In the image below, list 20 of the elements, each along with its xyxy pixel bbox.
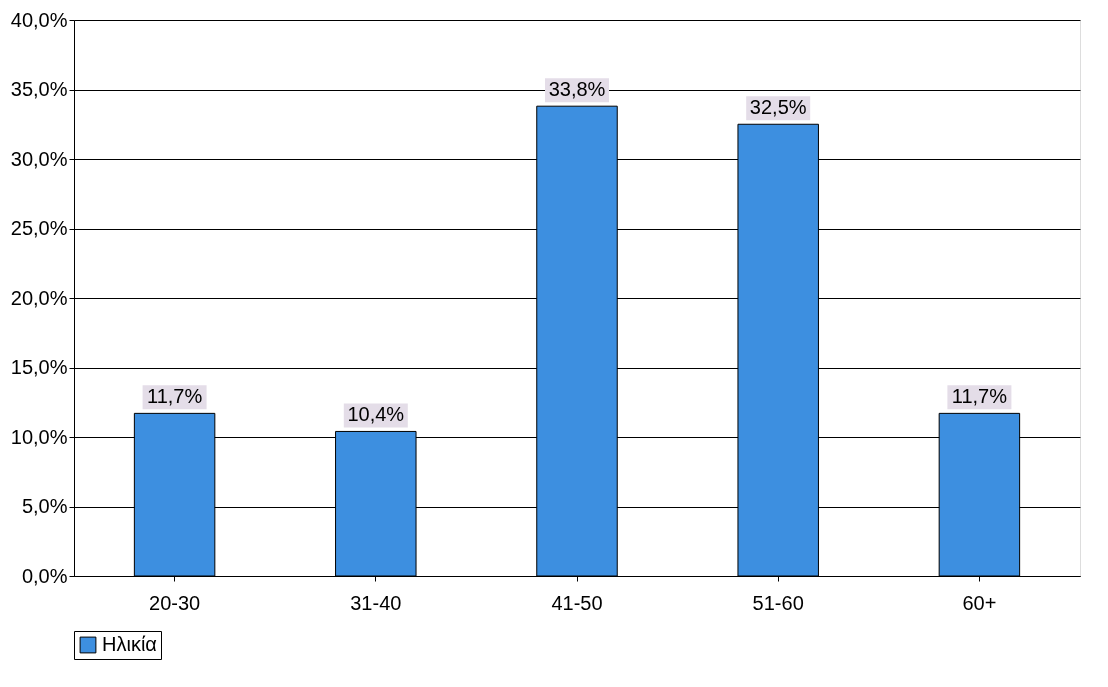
y-tick-label: 15,0%	[10, 356, 68, 378]
y-tick-label: 25,0%	[10, 217, 68, 239]
y-tick-label: 30,0%	[10, 147, 68, 170]
x-tick-label: 51-60	[752, 591, 804, 614]
y-tick-label: 40,0%	[10, 8, 68, 31]
data-label: 33,8%	[548, 78, 606, 101]
y-tick-label: 10,0%	[10, 425, 68, 448]
data-label: 11,7%	[146, 385, 203, 408]
x-tick-label: 60+	[962, 591, 997, 614]
legend-label: Ηλικία	[102, 633, 157, 655]
data-label: 11,7%	[951, 385, 1008, 408]
x-tick-label: 20-30	[149, 591, 201, 614]
data-label: 10,4%	[347, 403, 405, 426]
y-tick-label: 20,0%	[10, 286, 68, 309]
y-tick-label: 0,0%	[21, 564, 68, 587]
x-tick-label: 41-50	[551, 591, 603, 614]
data-label: 32,5%	[749, 96, 807, 119]
x-tick-label: 31-40	[350, 591, 402, 614]
y-tick-label: 5,0%	[21, 495, 68, 517]
y-tick-label: 35,0%	[10, 78, 68, 100]
